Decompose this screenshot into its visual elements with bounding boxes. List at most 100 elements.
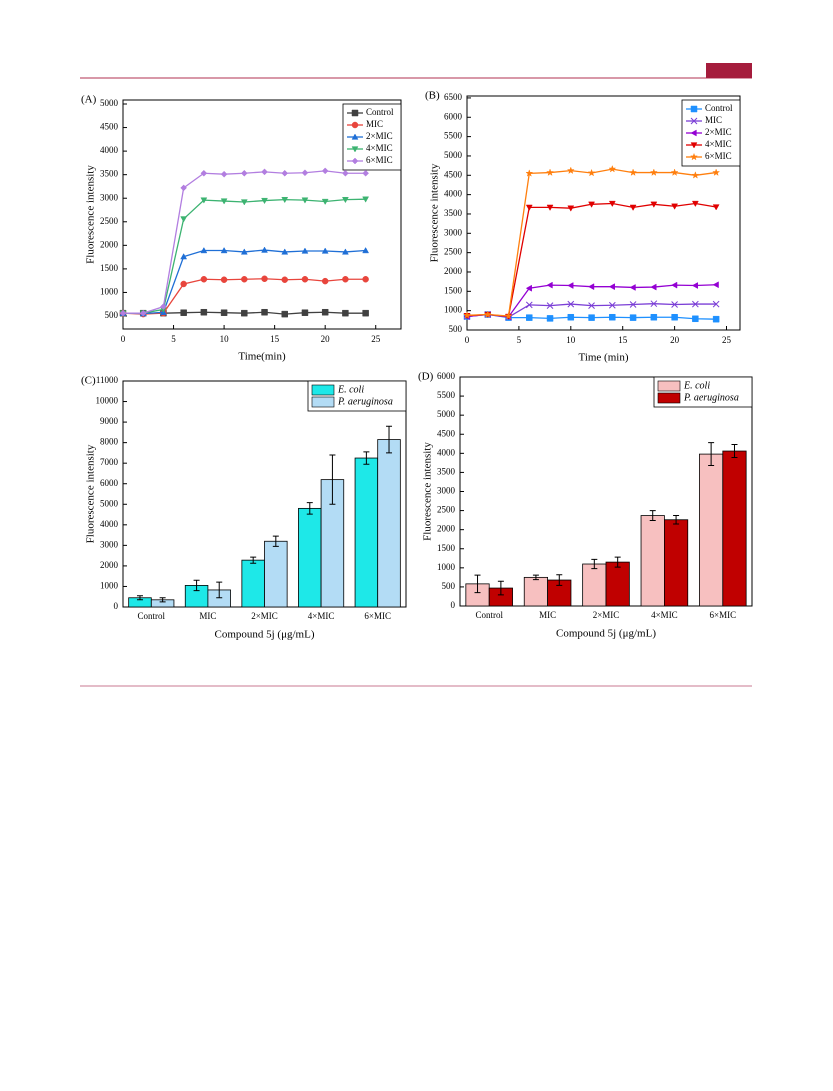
marker [362, 276, 369, 283]
panel-label: (B) [425, 90, 440, 102]
marker [200, 197, 208, 204]
marker [261, 197, 268, 205]
series-line [123, 198, 366, 314]
marker [546, 315, 554, 322]
y-tick-label: 3000 [444, 227, 463, 237]
marker [261, 275, 268, 282]
marker [241, 309, 248, 317]
x-tick-label: 2×MIC [593, 610, 620, 620]
marker [608, 283, 615, 291]
x-axis-label: Time(min) [238, 351, 286, 363]
y-tick-label: 4500 [100, 122, 119, 132]
marker [712, 204, 720, 211]
marker [588, 283, 595, 291]
legend-label: E. coli [337, 384, 364, 395]
marker [342, 309, 349, 317]
legend-label: MIC [705, 115, 722, 125]
legend-label: 2×MIC [366, 131, 393, 141]
error-bar [136, 595, 143, 601]
marker [629, 168, 638, 177]
marker [301, 247, 309, 254]
x-tick-label: 0 [465, 335, 470, 345]
error-bar [386, 425, 393, 454]
series-line [466, 168, 717, 317]
series-line [122, 278, 366, 315]
marker [240, 199, 248, 206]
plot-frame [466, 95, 741, 331]
x-tick-label: 15 [618, 335, 628, 345]
marker [608, 200, 616, 208]
series-line [466, 284, 717, 318]
marker [321, 198, 329, 206]
y-tick-label: 4500 [437, 428, 456, 438]
error-bar [329, 454, 336, 505]
error-bar [497, 580, 504, 596]
marker [341, 196, 349, 204]
bar [523, 576, 548, 607]
chart: (D) 0 500 1000 1500 2000 2500 3000 3500 4000 4500 5… [418, 371, 753, 640]
marker [629, 301, 637, 308]
y-tick-label: 4000 [100, 519, 119, 529]
x-tick-label: 15 [270, 334, 280, 344]
bar [605, 561, 630, 607]
marker [504, 311, 513, 320]
marker [671, 281, 678, 289]
y-tick-label: 500 [449, 324, 463, 334]
y-tick-label: 3500 [437, 466, 456, 476]
marker [526, 314, 533, 321]
bar [264, 540, 288, 608]
y-tick-label: 0 [114, 601, 119, 611]
legend-label: E. coli [683, 380, 710, 391]
y-tick-label: 2500 [100, 216, 119, 226]
legend-label: MIC [366, 119, 383, 129]
marker [566, 166, 575, 175]
error-bar [532, 574, 539, 581]
marker [692, 300, 699, 308]
legend-label: 4×MIC [705, 139, 732, 149]
error-bar [159, 597, 166, 603]
x-tick-label: 20 [670, 335, 680, 345]
marker [321, 277, 329, 285]
marker [321, 308, 329, 316]
bar [377, 439, 401, 608]
marker [649, 168, 658, 177]
error-bar [649, 510, 656, 522]
marker [609, 313, 616, 321]
y-tick-label: 500 [442, 581, 456, 591]
y-tick-label: 5000 [100, 498, 119, 508]
marker [281, 248, 289, 255]
marker [321, 247, 329, 254]
marker [712, 300, 720, 308]
error-bar [614, 556, 621, 568]
x-tick-label: 6×MIC [364, 611, 391, 621]
legend: Control MIC 2×MIC 4×MIC 6×MIC [681, 99, 741, 167]
legend-label: 2×MIC [705, 127, 732, 137]
marker [180, 253, 188, 260]
x-tick-label: 2×MIC [251, 611, 278, 621]
chart: (C) 0 1000 2000 3000 4000 5000 6000 7000 8000 9000… [81, 375, 407, 641]
marker [351, 146, 359, 153]
y-axis-label: Fluorescence intensity [429, 163, 441, 262]
marker [690, 142, 698, 149]
y-tick-label: 1000 [437, 562, 456, 572]
x-tick-label: Control [475, 610, 503, 620]
marker [220, 170, 228, 178]
bar [241, 559, 265, 608]
plot-frame [122, 99, 402, 330]
marker [119, 309, 127, 317]
legend-label: 6×MIC [366, 155, 393, 165]
series-line [466, 202, 717, 318]
marker [241, 276, 248, 283]
y-tick-label: 500 [105, 310, 119, 320]
legend: Control MIC 2×MIC 4×MIC 6×MIC [342, 103, 402, 171]
marker [220, 276, 228, 283]
marker [362, 309, 369, 317]
marker [220, 247, 228, 254]
marker [608, 301, 616, 309]
marker [240, 248, 248, 255]
y-tick-label: 6000 [100, 478, 119, 488]
marker [351, 157, 359, 165]
